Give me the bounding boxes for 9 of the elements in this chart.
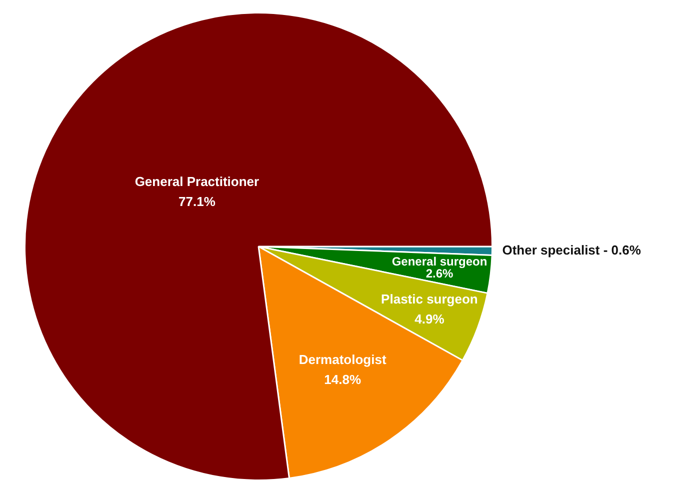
data-label: 4.9%	[414, 311, 445, 326]
slice-label: Plastic surgeon	[381, 291, 478, 306]
slice-label: General Practitioner	[134, 174, 260, 190]
data-label: 14.8%	[324, 372, 362, 387]
data-label: 2.6%	[426, 266, 454, 281]
data-label: 77.1%	[178, 194, 216, 210]
slice-label: Dermatologist	[298, 352, 387, 367]
slice-label: General surgeon	[392, 254, 488, 269]
slice-label: Other specialist - 0.6%	[502, 242, 642, 258]
